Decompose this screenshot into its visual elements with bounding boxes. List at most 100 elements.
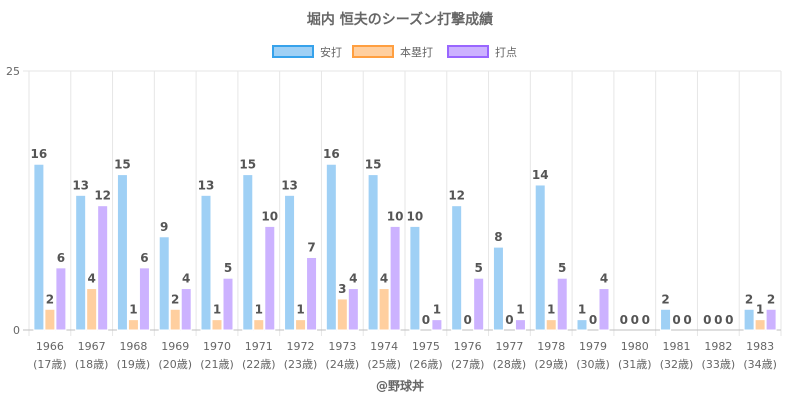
data-label: 2 [661, 292, 669, 306]
data-label: 0 [463, 313, 471, 327]
bar-1 [44, 308, 56, 331]
data-label: 13 [198, 178, 215, 192]
bar-0 [200, 194, 212, 331]
data-label: 1 [129, 303, 137, 317]
data-label: 14 [532, 168, 549, 182]
x-tick-label: 1969 [161, 340, 189, 353]
bar-0 [33, 163, 45, 331]
x-axis: 1966 (17歳) 1967 (18歳) 1968 (19歳) 1969 (20歳) 1970… [33, 340, 777, 371]
data-label: 15 [365, 158, 382, 172]
data-label: 4 [87, 272, 95, 286]
bar-0 [743, 308, 755, 331]
bar-0 [409, 225, 421, 331]
data-label: 4 [380, 272, 388, 286]
legend-item-0: 安打 [272, 45, 342, 59]
bar-2 [138, 267, 150, 331]
x-tick-sublabel: (29歳) [534, 358, 568, 371]
bar-2 [473, 277, 485, 331]
data-label: 0 [620, 313, 628, 327]
data-label: 0 [683, 313, 691, 327]
bar-2 [222, 277, 234, 331]
data-label: 0 [422, 313, 430, 327]
bar-2 [598, 288, 610, 331]
bar-2 [55, 267, 67, 331]
bar-2 [765, 308, 777, 331]
bar-0 [284, 194, 296, 331]
x-tick-label: 1976 [454, 340, 482, 353]
bar-1 [169, 308, 181, 331]
data-label: 1 [578, 303, 586, 317]
y-axis: 0 25 [6, 65, 20, 337]
bar-0 [116, 174, 128, 331]
bar-0 [576, 319, 588, 331]
data-label: 16 [323, 147, 340, 161]
data-label: 1 [433, 303, 441, 317]
data-label: 0 [703, 313, 711, 327]
x-tick-label: 1974 [370, 340, 398, 353]
data-label: 1 [213, 303, 221, 317]
bar-2 [556, 277, 568, 331]
data-label: 13 [72, 178, 89, 192]
data-label: 9 [160, 220, 168, 234]
data-label: 0 [505, 313, 513, 327]
data-label: 10 [387, 209, 404, 223]
x-tick-label: 1966 [36, 340, 64, 353]
x-tick-sublabel: (34歳) [743, 358, 777, 371]
bar-2 [264, 225, 276, 331]
bar-0 [158, 236, 170, 331]
data-label: 4 [182, 272, 190, 286]
bar-1 [754, 319, 766, 331]
data-label: 0 [631, 313, 639, 327]
bar-0 [660, 308, 672, 331]
data-label: 5 [558, 261, 566, 275]
legend-item-2: 打点 [447, 45, 517, 59]
data-label: 6 [140, 251, 148, 265]
bar-0 [367, 174, 379, 331]
data-label: 2 [745, 292, 753, 306]
data-label: 2 [171, 292, 179, 306]
x-tick-sublabel: (21歳) [200, 358, 234, 371]
legend-item-1: 本塁打 [352, 45, 433, 59]
x-tick-sublabel: (18歳) [75, 358, 109, 371]
bar-1 [86, 288, 98, 331]
bar-1 [211, 319, 223, 331]
bar-0 [534, 184, 546, 331]
bar-0 [75, 194, 87, 331]
data-label: 8 [494, 230, 502, 244]
x-tick-label: 1980 [621, 340, 649, 353]
bar-0 [492, 246, 504, 331]
x-tick-sublabel: (23歳) [284, 358, 318, 371]
bar-1 [545, 319, 557, 331]
data-label: 5 [474, 261, 482, 275]
data-label: 13 [281, 178, 298, 192]
data-label: 16 [31, 147, 48, 161]
data-label: 1 [255, 303, 263, 317]
legend-swatch [447, 45, 489, 58]
data-label: 4 [349, 272, 357, 286]
chart-title: 堀内 恒夫のシーズン打撃成績 [307, 11, 493, 28]
x-tick-sublabel: (33歳) [702, 358, 736, 371]
bar-1 [378, 288, 390, 331]
x-tick-label: 1975 [412, 340, 440, 353]
data-label: 2 [46, 292, 54, 306]
bar-2 [514, 319, 526, 331]
legend-swatch [352, 45, 394, 58]
x-tick-label: 1972 [287, 340, 315, 353]
x-tick-label: 1973 [328, 340, 356, 353]
data-label: 0 [589, 313, 597, 327]
data-label: 0 [672, 313, 680, 327]
data-label: 12 [94, 189, 111, 203]
data-label: 15 [239, 158, 256, 172]
x-tick-sublabel: (30歳) [576, 358, 610, 371]
bar-1 [295, 319, 307, 331]
x-tick-label: 1978 [537, 340, 565, 353]
data-label: 0 [725, 313, 733, 327]
x-tick-label: 1968 [119, 340, 147, 353]
bar-1 [127, 319, 139, 331]
x-tick-sublabel: (20歳) [158, 358, 192, 371]
legend-label: 安打 [320, 45, 342, 59]
data-label: 1 [547, 303, 555, 317]
data-label: 10 [407, 209, 424, 223]
data-label: 12 [448, 189, 465, 203]
legend-label: 本塁打 [400, 45, 433, 59]
